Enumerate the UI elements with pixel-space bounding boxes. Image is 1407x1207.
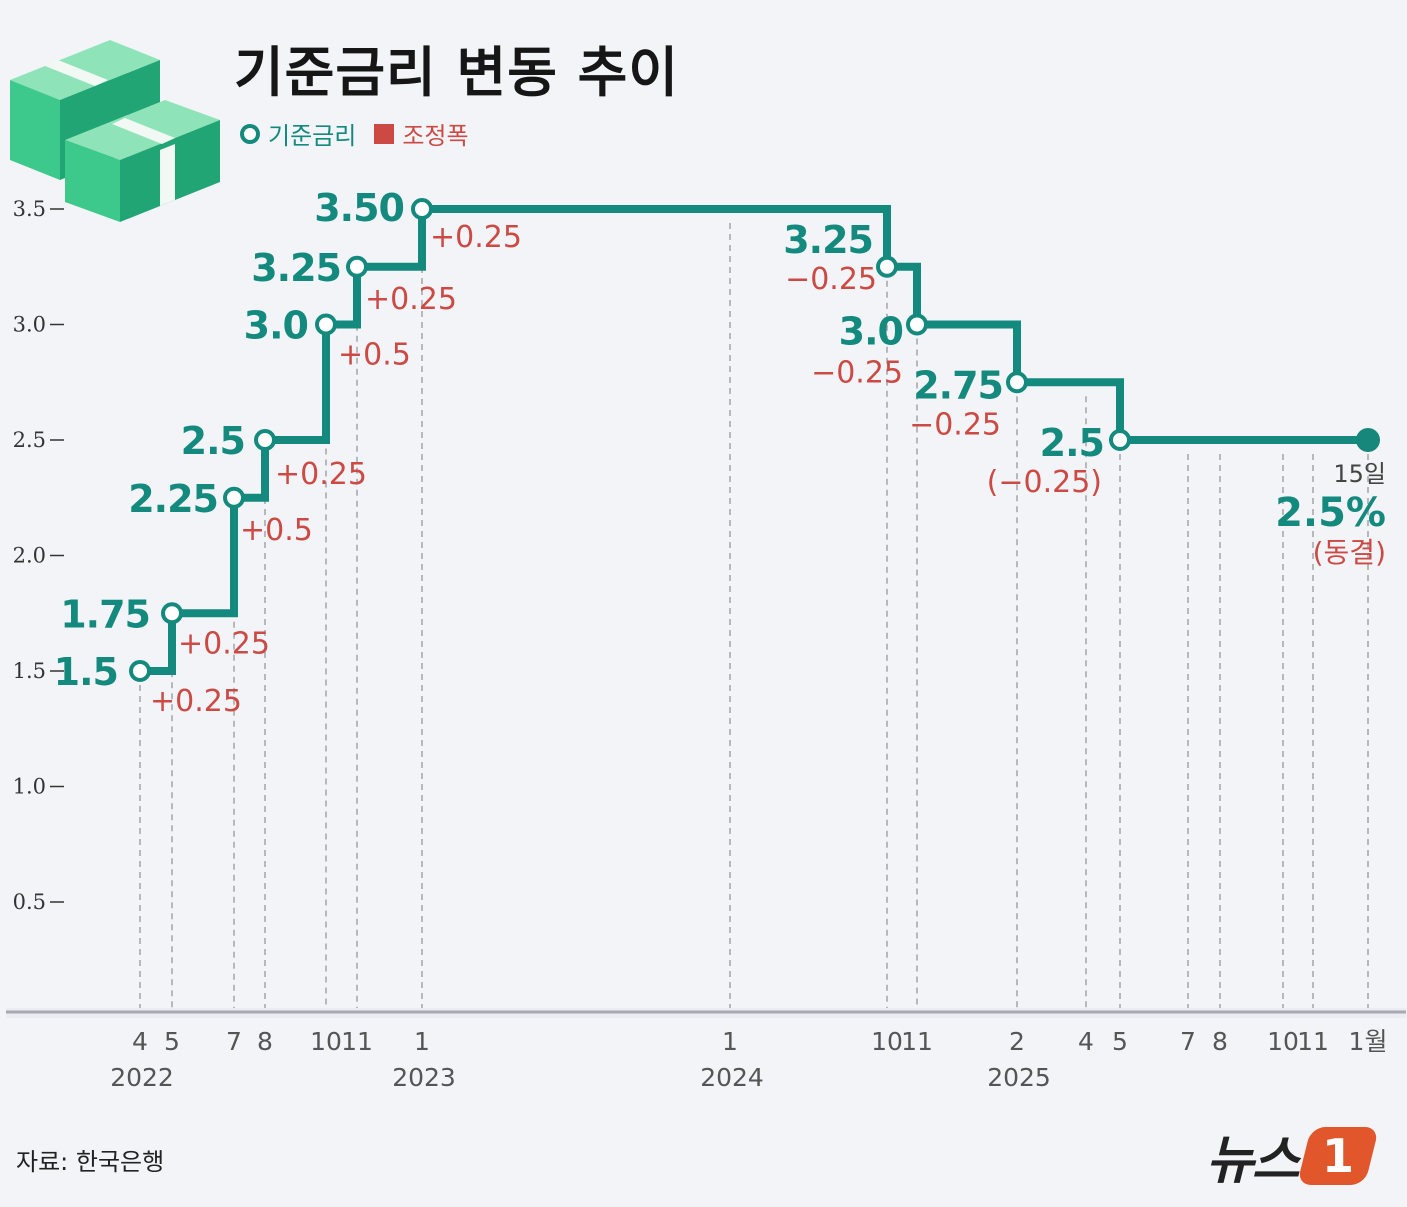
y-tick-label: 3.5 bbox=[13, 197, 46, 221]
x-tick-label: 5 bbox=[164, 1027, 180, 1056]
rate-point-marker bbox=[223, 486, 245, 509]
rate-point-marker bbox=[346, 255, 368, 278]
final-value-label: 2.5% bbox=[1275, 490, 1386, 536]
x-tick-label: 8 bbox=[257, 1027, 273, 1056]
x-year-label: 2025 bbox=[987, 1063, 1051, 1092]
rate-value-label: 1.5 bbox=[54, 650, 118, 694]
rate-value-label: 3.50 bbox=[314, 186, 404, 230]
rate-point-marker bbox=[161, 602, 183, 625]
y-tick-label: 2.0 bbox=[13, 544, 46, 568]
rate-value-label: 2.75 bbox=[913, 363, 1003, 407]
rate-change-label: +0.25 bbox=[365, 282, 457, 317]
x-tick-label: 4 bbox=[132, 1027, 148, 1056]
rate-value-label: 3.25 bbox=[251, 246, 341, 290]
x-tick-label: 11 bbox=[901, 1027, 933, 1056]
rate-change-label: +0.25 bbox=[430, 220, 522, 255]
y-tick-label: 3.0 bbox=[13, 313, 46, 337]
rate-change-label: +0.25 bbox=[150, 684, 242, 719]
rate-change-label: +0.25 bbox=[275, 457, 367, 492]
x-tick-label: 5 bbox=[1112, 1027, 1128, 1056]
legend: 기준금리 조정폭 bbox=[240, 116, 469, 151]
x-tick-label: 10 bbox=[310, 1027, 342, 1056]
final-status-label: (동결) bbox=[1313, 536, 1386, 569]
legend-adjustment-marker-icon bbox=[374, 123, 395, 144]
x-tick-label: 8 bbox=[1212, 1027, 1228, 1056]
legend-adjustment-label: 조정폭 bbox=[402, 122, 469, 150]
x-year-label: 2022 bbox=[110, 1063, 174, 1092]
y-tick-label: 1.5 bbox=[13, 659, 46, 683]
y-tick-label: 1.0 bbox=[13, 775, 46, 799]
x-tick-label: 1 bbox=[722, 1027, 738, 1056]
y-tick-label: 0.5 bbox=[13, 890, 46, 914]
x-tick-label: 1월 bbox=[1349, 1027, 1388, 1056]
x-year-label: 2023 bbox=[392, 1063, 456, 1092]
rate-step-line bbox=[140, 205, 1368, 675]
rate-point-marker bbox=[906, 313, 928, 336]
x-tick-label: 2 bbox=[1009, 1027, 1025, 1056]
money-stack-front bbox=[65, 100, 220, 222]
rate-point-marker bbox=[411, 198, 433, 220]
legend-rate-marker-icon bbox=[240, 123, 260, 144]
x-tick-label: 4 bbox=[1078, 1027, 1094, 1056]
x-tick-label: 7 bbox=[226, 1027, 242, 1056]
final-point-marker bbox=[1356, 428, 1380, 452]
x-tick-label: 10 bbox=[1267, 1027, 1299, 1056]
rate-value-label: 2.25 bbox=[128, 477, 218, 521]
rate-change-label: +0.5 bbox=[338, 338, 411, 373]
x-tick-label: 11 bbox=[1297, 1027, 1329, 1056]
news1-logo: 뉴스 1 bbox=[1206, 1118, 1379, 1193]
rate-change-label: −0.25 bbox=[909, 407, 1001, 442]
logo-badge-number: 1 bbox=[1321, 1128, 1354, 1183]
logo-badge: 1 bbox=[1296, 1126, 1379, 1185]
x-tick-label: 11 bbox=[341, 1027, 373, 1056]
rate-change-label: (−0.25) bbox=[987, 465, 1102, 500]
stacked-money-bills-icon bbox=[10, 40, 220, 222]
rate-value-label: 2.5 bbox=[1040, 421, 1104, 465]
legend-rate-label: 기준금리 bbox=[268, 122, 357, 150]
rate-value-label: 2.5 bbox=[181, 419, 245, 463]
chart-title: 기준금리 변동 추이 bbox=[234, 41, 680, 104]
logo-word: 뉴스 bbox=[1206, 1131, 1300, 1191]
rate-point-marker bbox=[1006, 371, 1028, 394]
rate-value-label: 3.0 bbox=[244, 304, 308, 348]
rate-value-label: 1.75 bbox=[60, 592, 150, 636]
rate-point-marker bbox=[876, 255, 898, 278]
source-note: 자료: 한국은행 bbox=[16, 1148, 165, 1176]
rate-change-label: −0.25 bbox=[811, 356, 903, 391]
rate-change-label: +0.5 bbox=[240, 513, 313, 548]
x-year-label: 2024 bbox=[700, 1063, 764, 1092]
x-tick-label: 7 bbox=[1180, 1027, 1196, 1056]
rate-point-marker bbox=[315, 313, 337, 336]
rate-value-label: 3.0 bbox=[839, 310, 903, 354]
rate-point-marker bbox=[1109, 429, 1131, 451]
rate-change-label: +0.25 bbox=[178, 626, 270, 661]
rate-change-label: −0.25 bbox=[785, 262, 877, 297]
rate-point-marker bbox=[254, 429, 276, 451]
x-tick-label: 1 bbox=[414, 1027, 430, 1056]
x-tick-label: 10 bbox=[871, 1027, 903, 1056]
final-day-label: 15일 bbox=[1333, 460, 1386, 488]
rate-point-marker bbox=[129, 660, 151, 682]
rate-value-label: 3.25 bbox=[783, 218, 873, 262]
y-tick-label: 2.5 bbox=[13, 428, 46, 452]
